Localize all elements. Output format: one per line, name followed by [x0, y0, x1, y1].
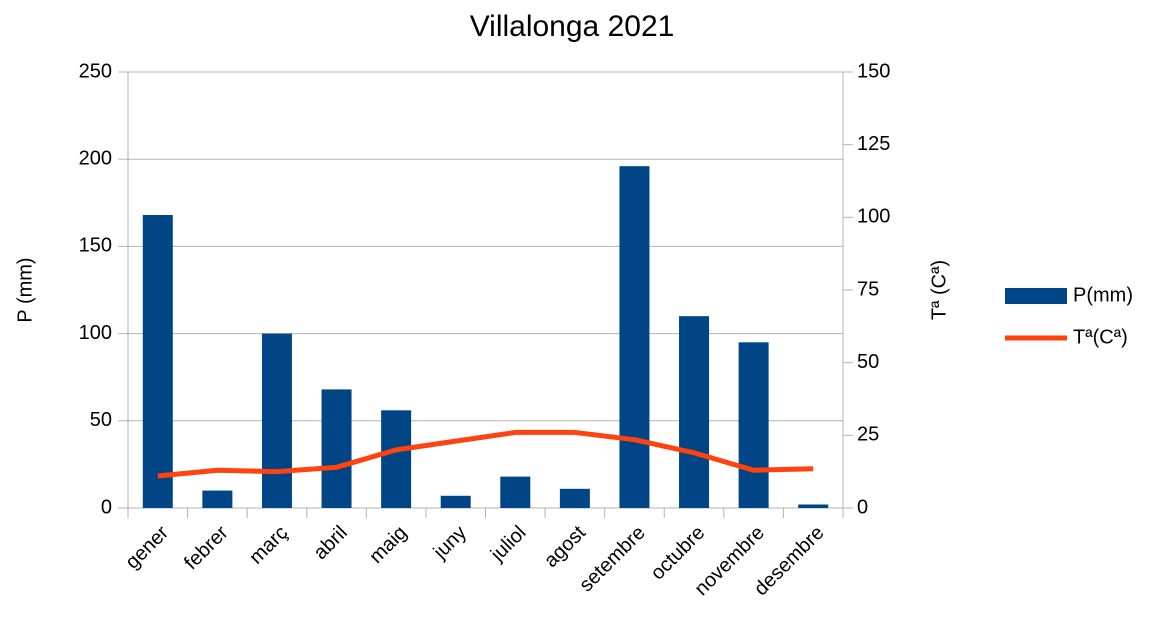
y-tick-label: 100	[79, 322, 112, 344]
y-tick-label: 0	[101, 496, 112, 518]
x-tick-label: juliol	[486, 522, 531, 567]
x-tick-label: juny	[429, 522, 471, 564]
y-tick-label: 150	[79, 235, 112, 257]
bar	[261, 333, 292, 508]
y-tick-label: 250	[79, 60, 112, 82]
y-tick-label: 200	[79, 147, 112, 169]
x-tick-label: gener	[121, 521, 173, 573]
y2-tick-label: 0	[857, 496, 868, 518]
bar	[738, 342, 769, 508]
y2-tick-label: 50	[857, 351, 879, 373]
bar	[798, 504, 829, 508]
x-tick-label: abril	[310, 522, 352, 564]
y2-tick-label: 125	[857, 133, 890, 155]
legend-label: Tª(Cª)	[1073, 326, 1128, 348]
chart-title: Villalonga 2021	[470, 10, 675, 43]
y-axis-label: P (mm)	[14, 257, 36, 322]
x-tick-label: febrer	[180, 521, 233, 574]
y2-tick-label: 25	[857, 424, 879, 446]
bar	[559, 488, 590, 508]
bar	[619, 166, 650, 508]
bar	[142, 215, 173, 508]
x-tick-label: setembre	[575, 522, 650, 597]
y-tick-label: 50	[90, 409, 112, 431]
x-tick-label: març	[245, 522, 292, 569]
legend-swatch	[1005, 288, 1067, 304]
legend-label: P(mm)	[1073, 284, 1133, 306]
x-tick-label: maig	[365, 522, 411, 568]
bar	[381, 410, 412, 508]
bar	[440, 495, 471, 508]
x-tick-label: agost	[540, 521, 590, 571]
bar	[500, 476, 531, 508]
bar	[321, 389, 352, 508]
bar	[202, 490, 233, 508]
y2-tick-label: 75	[857, 278, 879, 300]
y2-tick-label: 150	[857, 60, 890, 82]
y2-axis-label: Tª (Cª)	[928, 260, 950, 320]
line	[157, 429, 814, 479]
y2-tick-label: 100	[857, 206, 890, 228]
bar	[679, 316, 710, 508]
